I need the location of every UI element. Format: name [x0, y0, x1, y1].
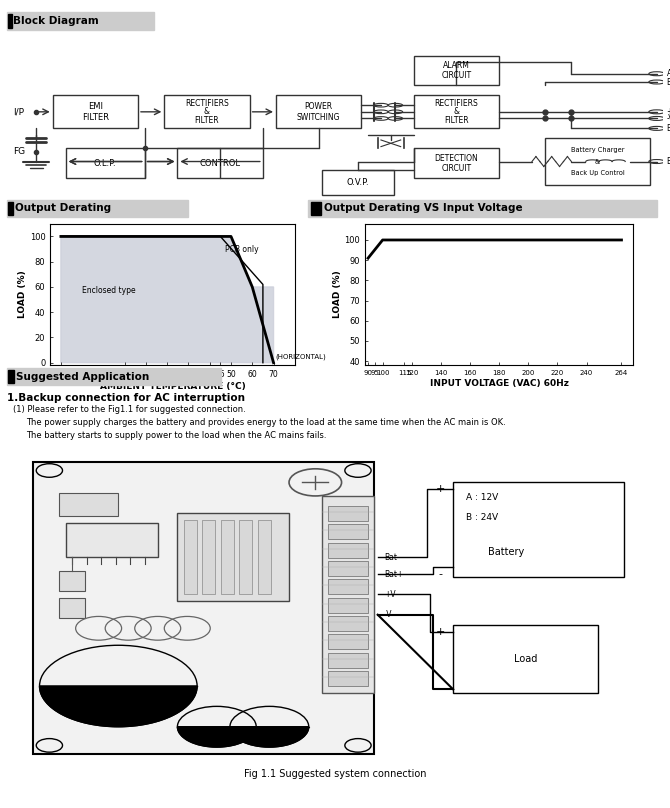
Bar [322, 170, 394, 195]
Bar [328, 616, 368, 631]
Text: DETECTION: DETECTION [435, 154, 478, 162]
Bar [328, 653, 368, 667]
Text: CIRCUIT: CIRCUIT [442, 71, 472, 80]
Text: Output Derating VS Input Voltage: Output Derating VS Input Voltage [324, 204, 523, 213]
Text: PCB only: PCB only [224, 246, 258, 255]
Bar [414, 95, 499, 128]
Bar [184, 520, 197, 595]
Text: Load: Load [514, 654, 537, 664]
Text: Bat-: Bat- [384, 553, 400, 562]
Text: Bat+: Bat+ [384, 570, 403, 579]
Text: FILTER: FILTER [444, 116, 469, 124]
Bar [202, 520, 216, 595]
Bar [545, 138, 650, 185]
Bar [453, 482, 624, 578]
Text: &: & [204, 107, 210, 116]
Bar [178, 149, 263, 178]
Text: ALARM: ALARM [443, 61, 470, 70]
Text: (HORIZONTAL): (HORIZONTAL) [275, 354, 326, 360]
Bar [59, 493, 119, 516]
Bar [328, 634, 368, 650]
Bar [328, 598, 368, 612]
Text: (1) Please refer to the Fig1.1 for suggested connection.: (1) Please refer to the Fig1.1 for sugge… [13, 405, 246, 414]
Bar [9, 370, 15, 383]
Y-axis label: LOAD (%): LOAD (%) [333, 271, 342, 318]
Bar [59, 570, 86, 591]
Bar [257, 520, 271, 595]
Bar [322, 496, 375, 692]
Bar [414, 56, 499, 86]
Bar [328, 561, 368, 576]
Bar [311, 202, 321, 215]
Bar [328, 506, 368, 521]
Text: Battery: Battery [488, 547, 524, 557]
Text: Bat. +: Bat. + [667, 124, 670, 133]
Text: +V: +V [384, 590, 396, 599]
Text: +: + [436, 627, 445, 637]
Text: B : 24V: B : 24V [466, 513, 498, 522]
Text: Enclosed type: Enclosed type [82, 286, 136, 295]
Text: 1.Backup connection for AC interruption: 1.Backup connection for AC interruption [7, 393, 245, 402]
Text: Battery Charger: Battery Charger [571, 147, 624, 153]
Polygon shape [178, 726, 256, 747]
Bar [66, 149, 145, 178]
Bar [328, 543, 368, 558]
Text: &: & [454, 107, 460, 116]
X-axis label: AMBIENT TEMPERATURE (°C): AMBIENT TEMPERATURE (°C) [100, 382, 245, 391]
X-axis label: INPUT VOLTAGE (VAC) 60Hz: INPUT VOLTAGE (VAC) 60Hz [429, 379, 569, 388]
Bar [328, 579, 368, 595]
Text: -V: -V [384, 610, 392, 619]
Bar [328, 524, 368, 540]
Text: O.V.P.: O.V.P. [346, 178, 369, 187]
Bar [33, 462, 375, 754]
Text: -: - [438, 684, 442, 694]
Text: Suggested Application: Suggested Application [16, 372, 149, 381]
Bar [453, 625, 598, 692]
Polygon shape [230, 726, 309, 747]
Text: &: & [595, 158, 600, 165]
Text: -: - [438, 569, 442, 579]
Text: FG: FG [13, 147, 25, 156]
Text: FILTER: FILTER [195, 116, 219, 124]
Y-axis label: LOAD (%): LOAD (%) [18, 271, 27, 318]
Text: Fig 1.1 Suggested system connection: Fig 1.1 Suggested system connection [244, 769, 426, 779]
Text: Bat. Low: Bat. Low [667, 78, 670, 86]
Text: FILTER: FILTER [82, 113, 109, 122]
Bar [8, 14, 12, 28]
Text: -V: -V [667, 114, 670, 123]
Text: RECTIFIERS: RECTIFIERS [435, 99, 478, 108]
Polygon shape [61, 237, 273, 363]
Text: Output Derating: Output Derating [15, 204, 111, 213]
Bar [328, 671, 368, 686]
Bar [239, 520, 253, 595]
Text: Block Diagram: Block Diagram [13, 16, 99, 26]
Text: O.L.P.: O.L.P. [94, 158, 117, 168]
Text: +: + [436, 484, 445, 494]
Polygon shape [40, 686, 197, 726]
Text: The battery starts to supply power to the load when the AC mains fails.: The battery starts to supply power to th… [26, 431, 327, 440]
Text: +V: +V [667, 107, 670, 116]
Bar [220, 520, 234, 595]
Bar [164, 95, 250, 128]
Text: The power supply charges the battery and provides energy to the load at the same: The power supply charges the battery and… [26, 419, 506, 427]
Text: SWITCHING: SWITCHING [297, 113, 340, 122]
Bar [178, 513, 289, 601]
Text: Back Up Control: Back Up Control [571, 170, 624, 176]
Text: I/P: I/P [13, 107, 24, 116]
Bar [414, 149, 499, 178]
Bar [53, 95, 138, 128]
Text: CIRCUIT: CIRCUIT [442, 164, 472, 173]
Bar [8, 202, 13, 215]
Text: AC OK: AC OK [667, 69, 670, 78]
Bar [276, 95, 361, 128]
Text: EMI: EMI [88, 102, 103, 111]
Text: CONTROL: CONTROL [200, 158, 241, 168]
Bar [66, 523, 157, 557]
Text: RECTIFIERS: RECTIFIERS [185, 99, 229, 108]
Text: POWER: POWER [305, 102, 332, 111]
Bar [59, 598, 86, 618]
Text: Bat. -: Bat. - [667, 157, 670, 166]
Text: A : 12V: A : 12V [466, 493, 498, 502]
